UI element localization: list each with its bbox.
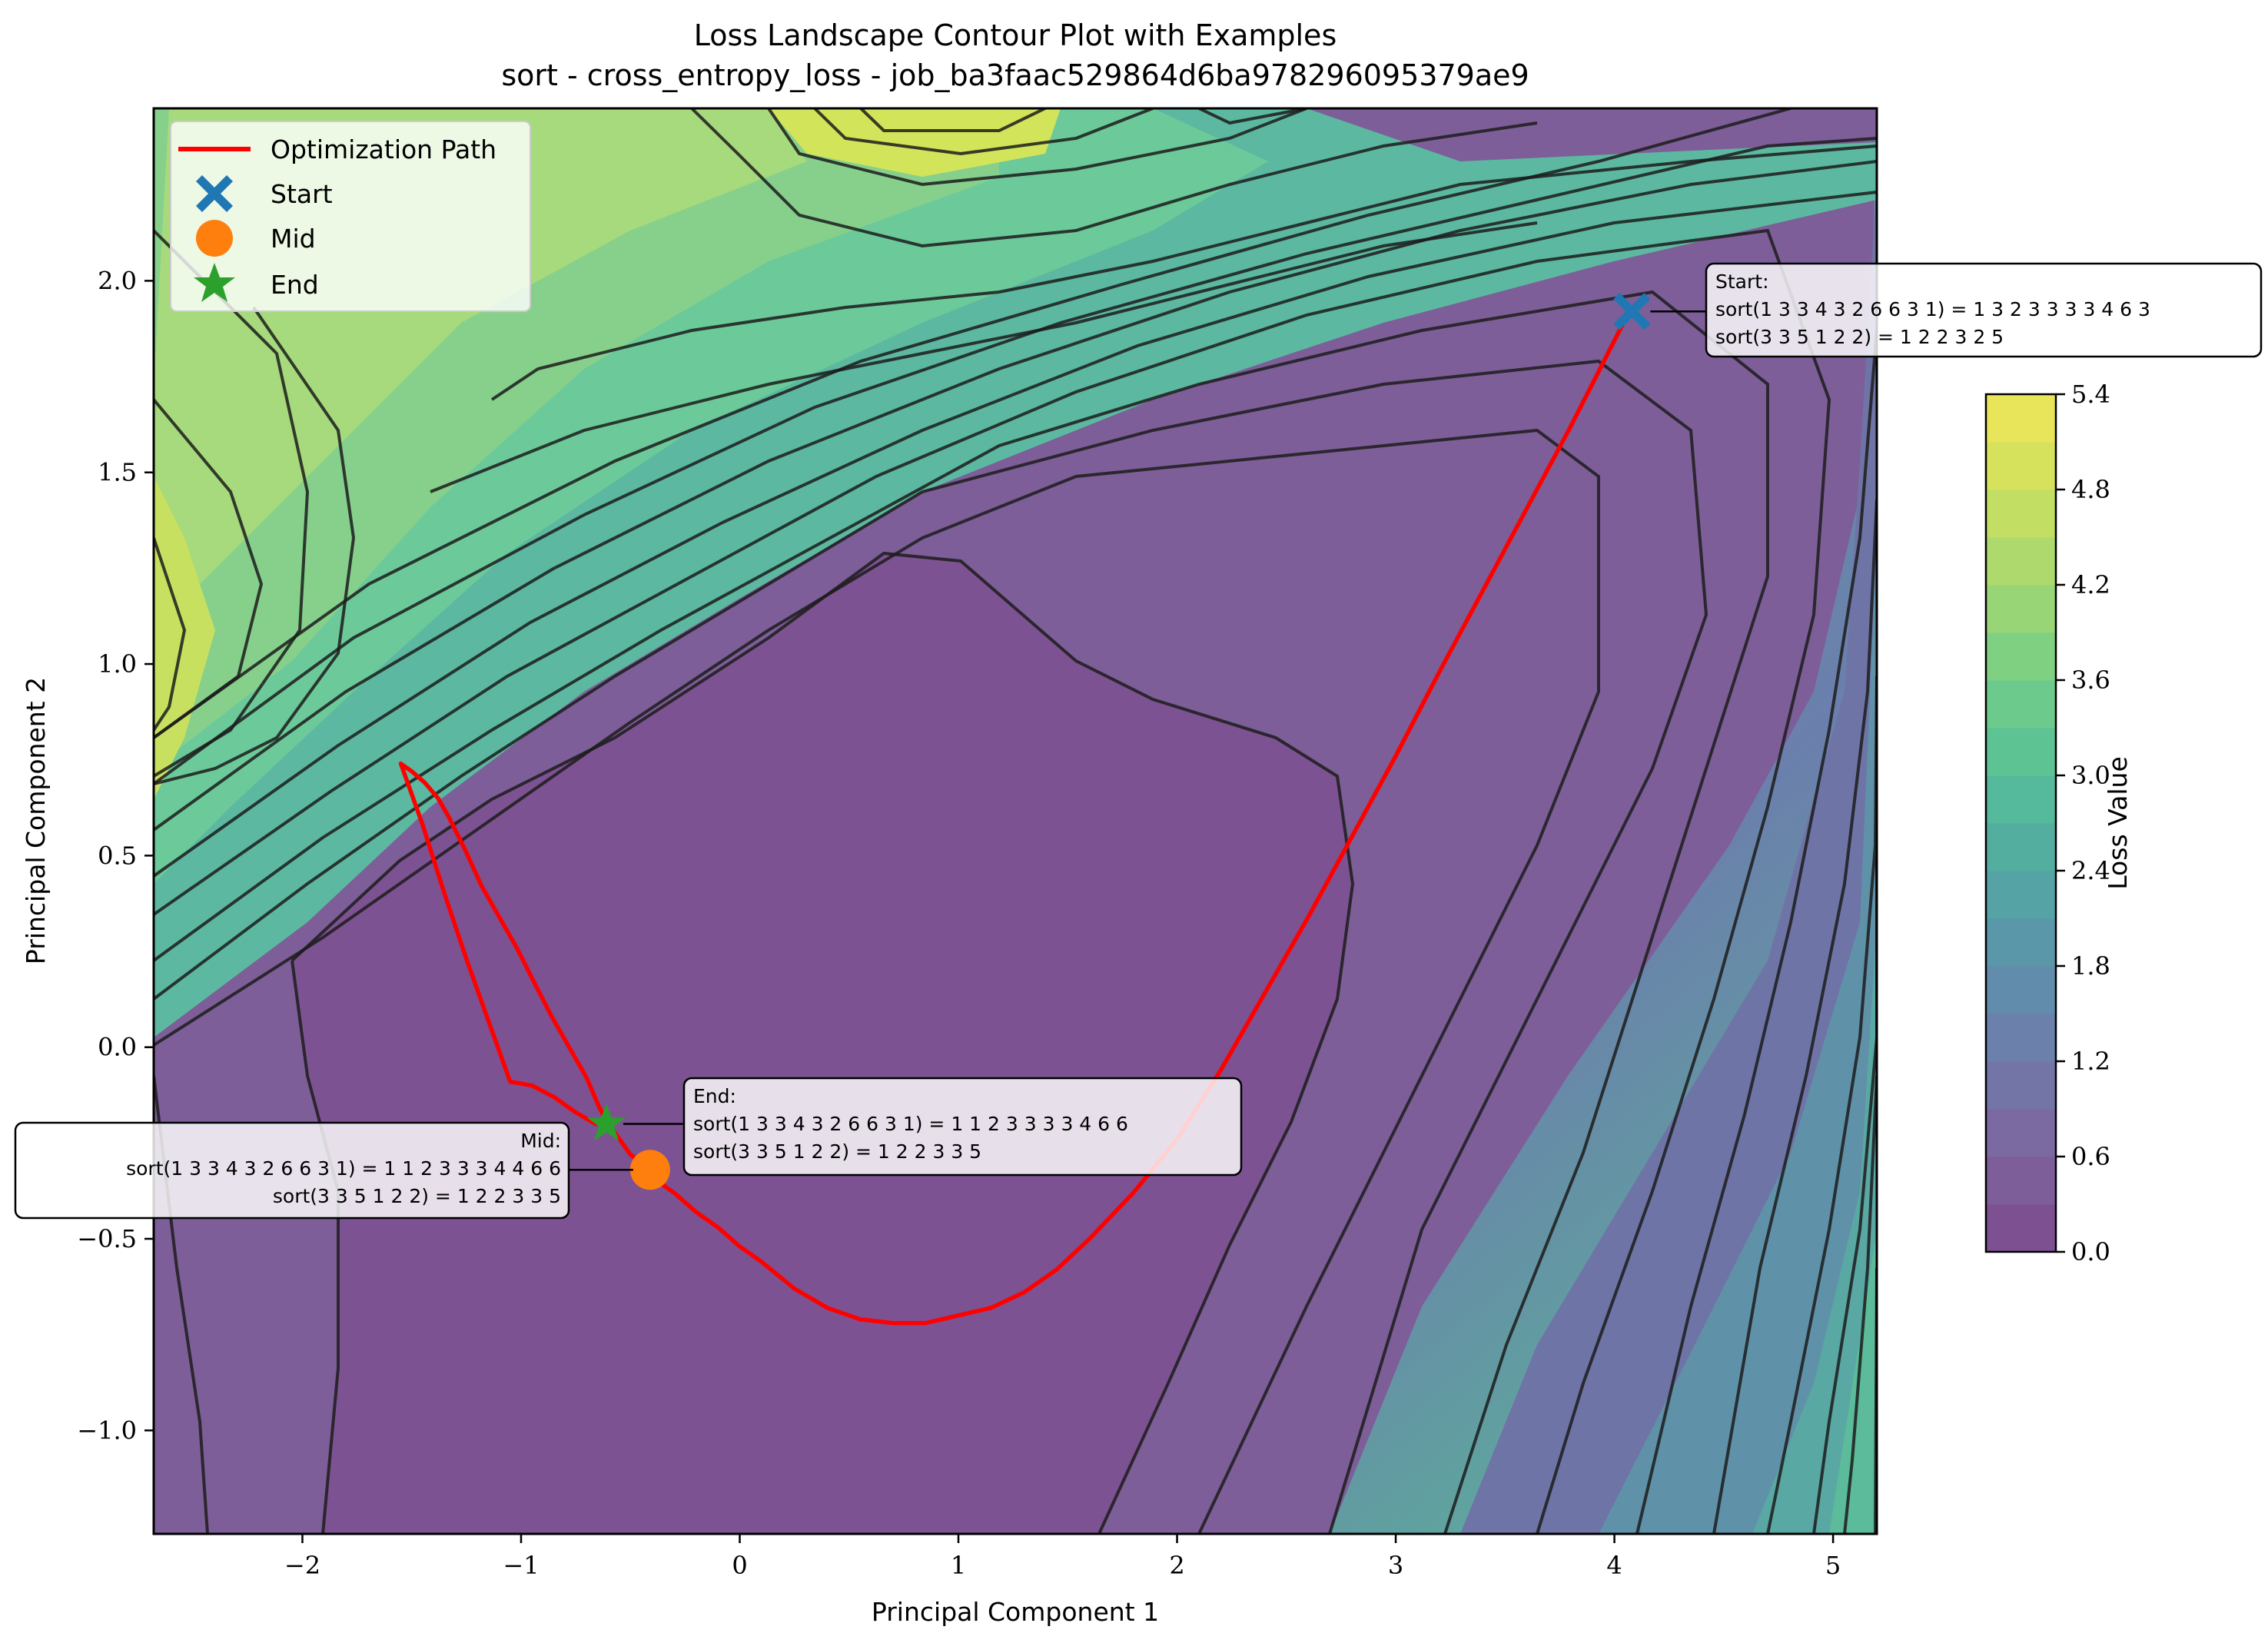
- legend-start-icon: [196, 175, 233, 212]
- colorbar-band: [1986, 442, 2056, 490]
- x-tick-label: −2: [284, 1551, 320, 1580]
- annotation-box: [1705, 262, 2263, 358]
- annotation-start: Start: sort(1 3 3 4 3 2 6 6 3 1) = 1 3 2 …: [1650, 262, 2263, 358]
- annotation-start-header: Start:: [1715, 271, 1769, 293]
- legend-label-end: End: [271, 270, 319, 300]
- colorbar-tick-label: 5.4: [2071, 380, 2110, 409]
- chart-subtitle: sort - cross_entropy_loss - job_ba3faac5…: [501, 58, 1529, 92]
- markers: [586, 293, 1651, 1190]
- colorbar-band: [1986, 680, 2056, 729]
- legend-box: [170, 121, 531, 312]
- contour-lines: [154, 108, 1877, 1534]
- legend-label-path: Optimization Path: [271, 134, 496, 164]
- x-tick-label: 4: [1606, 1551, 1622, 1580]
- legend-end-icon: [194, 263, 235, 302]
- colorbar: 0.0 0.6 1.2 1.8 2.4 3.0 3.6 4.2 4.8 5.4 Loss Valu…: [1984, 380, 2133, 1266]
- annotation-mid-header: Mid:: [520, 1130, 561, 1152]
- colorbar-band: [1986, 1157, 2056, 1205]
- contour-band-right-2: [1599, 538, 1877, 1534]
- y-tick-label: −1.0: [77, 1416, 137, 1445]
- y-tick-label: 1.5: [98, 458, 137, 487]
- annotations: Start: sort(1 3 3 4 3 2 6 6 3 1) = 1 3 2 …: [14, 262, 2263, 1220]
- colorbar-tick-label: 4.2: [2071, 570, 2110, 599]
- colorbar-band: [1986, 394, 2056, 443]
- x-tick-label: 5: [1825, 1551, 1841, 1580]
- mid-marker: [629, 1150, 670, 1190]
- annotation-box: [682, 1077, 1243, 1177]
- colorbar-band: [1986, 871, 2056, 919]
- colorbar-tick-label: 1.8: [2071, 951, 2110, 981]
- legend-mid-icon: [196, 220, 233, 257]
- legend-label-start: Start: [271, 179, 333, 209]
- colorbar-band: [1986, 585, 2056, 633]
- colorbar-band: [1986, 775, 2056, 824]
- y-tick-label: 2.0: [98, 266, 137, 295]
- colorbar-band: [1986, 823, 2056, 871]
- x-tick-label: 3: [1388, 1551, 1403, 1580]
- colorbar-tick-label: 3.6: [2071, 665, 2110, 695]
- x-tick-label: −1: [503, 1551, 539, 1580]
- colorbar-band: [1986, 632, 2056, 681]
- colorbar-tick-label: 3.0: [2071, 761, 2110, 790]
- plot-frame: [152, 107, 1878, 1535]
- chart-title: Loss Landscape Contour Plot with Example…: [694, 18, 1337, 52]
- end-marker: [586, 1104, 626, 1141]
- colorbar-band: [1986, 728, 2056, 776]
- colorbar-band: [1986, 490, 2056, 538]
- annotation-box: [14, 1121, 570, 1220]
- colorbar-band: [1986, 1109, 2056, 1157]
- y-tick-label: 0.5: [98, 841, 137, 870]
- annotation-mid-line2: sort(3 3 5 1 2 2) = 1 2 2 3 3 5: [273, 1185, 561, 1207]
- colorbar-tick-label: 2.4: [2071, 856, 2110, 885]
- annotation-end: End: sort(1 3 3 4 3 2 6 6 3 1) = 1 1 2 3 …: [623, 1077, 1243, 1177]
- colorbar-band: [1986, 918, 2056, 967]
- colorbar-band: [1986, 1204, 2056, 1253]
- start-marker: [1613, 293, 1651, 330]
- annotation-start-line1: sort(1 3 3 4 3 2 6 6 3 1) = 1 3 2 3 3 3 …: [1715, 298, 2150, 320]
- colorbar-tick-label: 0.6: [2071, 1142, 2110, 1171]
- y-tick-label: 0.0: [98, 1033, 137, 1062]
- contour-basin: [292, 553, 1353, 1534]
- annotation-end-header: End:: [693, 1085, 736, 1107]
- annotation-end-line2: sort(3 3 5 1 2 2) = 1 2 2 3 3 5: [693, 1140, 981, 1163]
- y-tick-label: −0.5: [77, 1224, 137, 1253]
- annotation-start-line2: sort(3 3 5 1 2 2) = 1 2 2 3 2 5: [1715, 326, 2004, 348]
- x-tick-label: 0: [732, 1551, 747, 1580]
- y-tick-label: 1.0: [98, 649, 137, 679]
- x-tick-label: 1: [951, 1551, 966, 1580]
- colorbar-label: Loss Value: [2103, 756, 2133, 890]
- colorbar-band: [1986, 1014, 2056, 1062]
- colorbar-band: [1986, 1061, 2056, 1110]
- x-axis: −2 −1 0 1 2 3 4 5: [284, 1534, 1841, 1580]
- colorbar-frame: [1984, 393, 2057, 1253]
- y-axis-label: Principal Component 2: [21, 677, 51, 964]
- x-tick-label: 2: [1169, 1551, 1184, 1580]
- colorbar-band: [1986, 966, 2056, 1014]
- annotation-mid-line1: sort(1 3 3 4 3 2 6 6 3 1) = 1 1 2 3 3 3 …: [126, 1157, 561, 1180]
- contour-band-peak: [769, 108, 1061, 177]
- annotation-end-line1: sort(1 3 3 4 3 2 6 6 3 1) = 1 1 2 3 3 3 …: [693, 1113, 1128, 1135]
- colorbar-band: [1986, 537, 2056, 586]
- x-axis-label: Principal Component 1: [872, 1597, 1159, 1627]
- annotation-mid: Mid: sort(1 3 3 4 3 2 6 6 3 1) = 1 1 2 3 …: [14, 1121, 633, 1220]
- colorbar-tick-label: 4.8: [2071, 475, 2110, 504]
- contour-band-right-3: [1752, 922, 1877, 1534]
- legend-label-mid: Mid: [271, 224, 316, 254]
- colorbar-tick-label: 0.0: [2071, 1237, 2110, 1266]
- y-axis: −1.0 −0.5 0.0 0.5 1.0 1.5 2.0: [77, 266, 154, 1445]
- legend: Optimization Path Start Mid End: [170, 121, 531, 312]
- colorbar-tick-label: 1.2: [2071, 1047, 2110, 1076]
